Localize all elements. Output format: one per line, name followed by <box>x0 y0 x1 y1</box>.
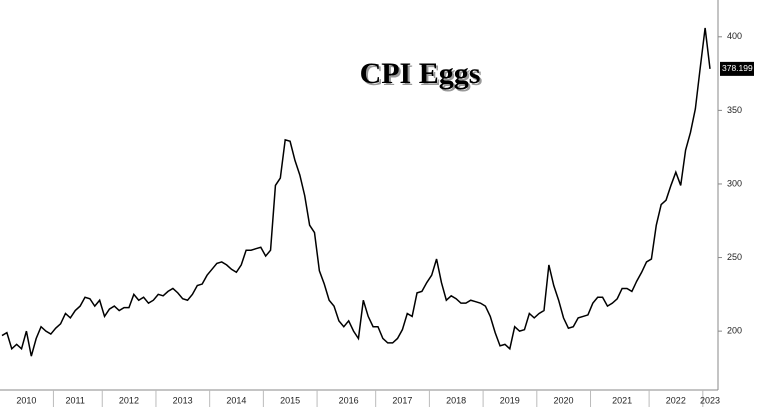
x-tick-label: 2017 <box>392 395 412 405</box>
x-tick-label: 2015 <box>280 395 300 405</box>
x-tick-label: 2020 <box>554 395 574 405</box>
x-tick-label: 2019 <box>500 395 520 405</box>
x-tick-label: 2013 <box>173 395 193 405</box>
value-label-box <box>720 61 754 76</box>
x-tick-label: 2011 <box>66 395 85 405</box>
x-tick-label: 2016 <box>339 395 359 405</box>
x-tick-label: 2012 <box>119 395 139 405</box>
y-tick-label: 400 <box>727 31 742 41</box>
chart-title-shadow: CPI Eggs <box>362 59 483 92</box>
x-tick-label: 2021 <box>612 395 632 405</box>
chart-title: CPI Eggs <box>360 57 481 90</box>
x-tick-label: 2023 <box>700 395 720 405</box>
data-line <box>1 27 711 357</box>
y-tick-label: 200 <box>727 326 742 336</box>
x-tick-label: 2014 <box>226 395 246 405</box>
value-label: 378.199 <box>722 63 753 73</box>
y-tick-label: 300 <box>727 178 742 188</box>
x-tick-label: 2022 <box>666 395 686 405</box>
x-tick-label: 2010 <box>16 395 36 405</box>
y-tick-label: 350 <box>727 105 742 115</box>
y-tick-label: 250 <box>727 252 742 262</box>
x-tick-label: 2018 <box>446 395 466 405</box>
